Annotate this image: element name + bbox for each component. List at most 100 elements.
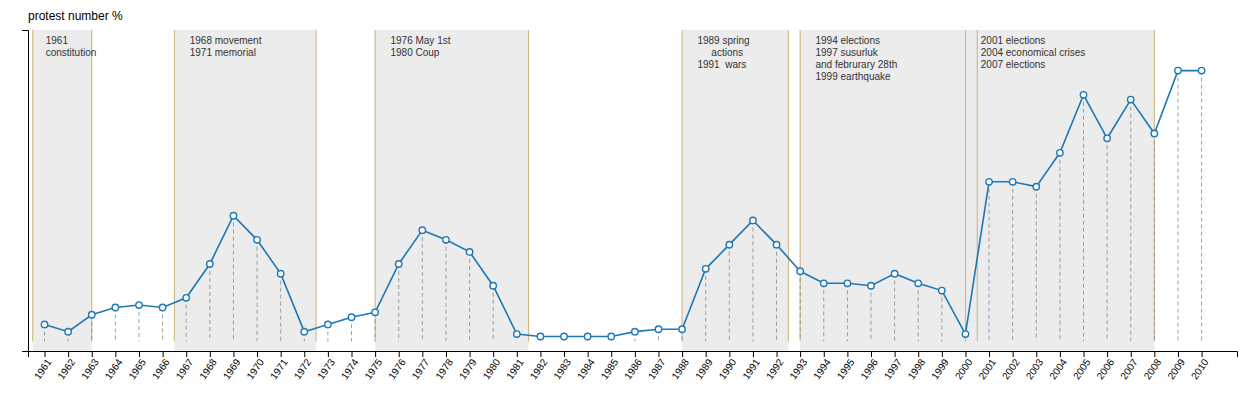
x-tick-label: 1986 <box>622 356 644 381</box>
x-tick-label: 1966 <box>150 356 172 381</box>
marker <box>277 270 283 276</box>
marker <box>372 309 378 315</box>
x-tick: 1971 <box>268 351 290 381</box>
drop-line <box>1083 95 1084 342</box>
marker <box>1128 96 1134 102</box>
x-tick: 1991 <box>740 351 762 381</box>
x-tick: 1974 <box>339 351 361 381</box>
marker <box>466 249 472 255</box>
x-tick: 2009 <box>1165 351 1187 381</box>
drop-line <box>1059 153 1060 342</box>
x-tick-label: 1974 <box>339 356 361 381</box>
x-tick-label: 1976 <box>386 356 408 381</box>
marker <box>1151 130 1157 136</box>
drop-line <box>469 252 470 341</box>
x-tick: 1993 <box>787 351 809 381</box>
region <box>682 30 788 351</box>
x-tick-label: 2005 <box>1071 356 1093 381</box>
region-edge <box>174 30 175 341</box>
x-tick-label: 1978 <box>433 356 455 381</box>
x-tick-mark <box>682 351 683 357</box>
x-tick: 1963 <box>79 351 101 381</box>
x-tick: 1978 <box>433 351 455 381</box>
marker <box>1175 67 1181 73</box>
drop-line <box>162 307 163 341</box>
regions <box>33 30 1155 351</box>
x-tick: 1998 <box>906 351 928 381</box>
marker <box>419 227 425 233</box>
x-tick-mark <box>1178 351 1179 357</box>
x-tick: 1987 <box>646 351 668 381</box>
drop-line <box>823 283 824 341</box>
marker <box>561 333 567 339</box>
x-tick: 1994 <box>811 351 833 381</box>
annotation: 1971 memorial <box>190 47 256 58</box>
region-edge <box>1154 30 1155 341</box>
x-tick-label: 1971 <box>268 356 290 381</box>
x-tick-label: 1981 <box>504 356 526 381</box>
x-tick: 1967 <box>174 351 196 381</box>
drop-line <box>91 315 92 342</box>
x-tick-mark <box>777 351 778 357</box>
x-tick-mark <box>800 351 801 357</box>
x-tick: 1984 <box>575 351 597 381</box>
x-tick-mark <box>1107 351 1108 357</box>
x-tick-label: 2004 <box>1047 356 1069 381</box>
x-tick-mark <box>399 351 400 357</box>
x-tick: 1961 <box>32 351 54 381</box>
x-tick-label: 1962 <box>55 356 77 381</box>
marker <box>443 237 449 243</box>
marker <box>159 304 165 310</box>
x-tick-mark <box>540 351 541 357</box>
x-tick-mark <box>493 351 494 357</box>
x-tick-mark <box>1202 351 1203 357</box>
drop-line <box>115 307 116 341</box>
annotation: 1989 spring <box>697 35 749 46</box>
x-tick: 1964 <box>103 351 125 381</box>
x-tick-mark <box>68 351 69 357</box>
x-tick-mark <box>1154 351 1155 357</box>
x-tick-label: 1997 <box>882 356 904 381</box>
x-tick-mark <box>706 351 707 357</box>
x-tick-mark <box>1131 351 1132 357</box>
x-tick: 1970 <box>244 351 266 381</box>
x-tick-label: 1979 <box>457 356 479 381</box>
marker <box>396 261 402 267</box>
region-edge <box>528 30 529 341</box>
marker <box>1104 135 1110 141</box>
x-tick: 2001 <box>976 351 998 381</box>
drop-line <box>1177 71 1178 342</box>
x-tick: 1969 <box>221 351 243 381</box>
x-tick-label: 2001 <box>976 356 998 381</box>
x-tick-mark <box>281 351 282 357</box>
x-tick: 1996 <box>858 351 880 381</box>
marker <box>726 241 732 247</box>
x-tick: 1992 <box>764 351 786 381</box>
x-tick-label: 1961 <box>32 356 54 381</box>
x-tick: 2006 <box>1094 351 1116 381</box>
region-edge <box>375 30 376 341</box>
drop-line <box>1107 138 1108 341</box>
x-tick-label: 1975 <box>362 356 384 381</box>
marker <box>514 331 520 337</box>
marker <box>1198 67 1204 73</box>
x-tick-label: 1973 <box>315 356 337 381</box>
marker <box>537 333 543 339</box>
marker <box>1033 183 1039 189</box>
markers <box>41 67 1204 339</box>
annotation: 2001 elections <box>981 35 1046 46</box>
marker <box>207 261 213 267</box>
x-tick-mark <box>115 351 116 357</box>
x-tick-mark <box>1013 351 1014 357</box>
x-tick: 2005 <box>1071 351 1093 381</box>
x-tick: 1995 <box>835 351 857 381</box>
x-tick-mark <box>965 351 966 357</box>
x-tick-mark <box>304 351 305 357</box>
marker <box>655 326 661 332</box>
marker <box>750 217 756 223</box>
drop-line <box>729 245 730 342</box>
region <box>33 30 92 351</box>
x-tick-mark <box>658 351 659 357</box>
x-tick-mark <box>588 351 589 357</box>
x-tick: 1988 <box>669 351 691 381</box>
